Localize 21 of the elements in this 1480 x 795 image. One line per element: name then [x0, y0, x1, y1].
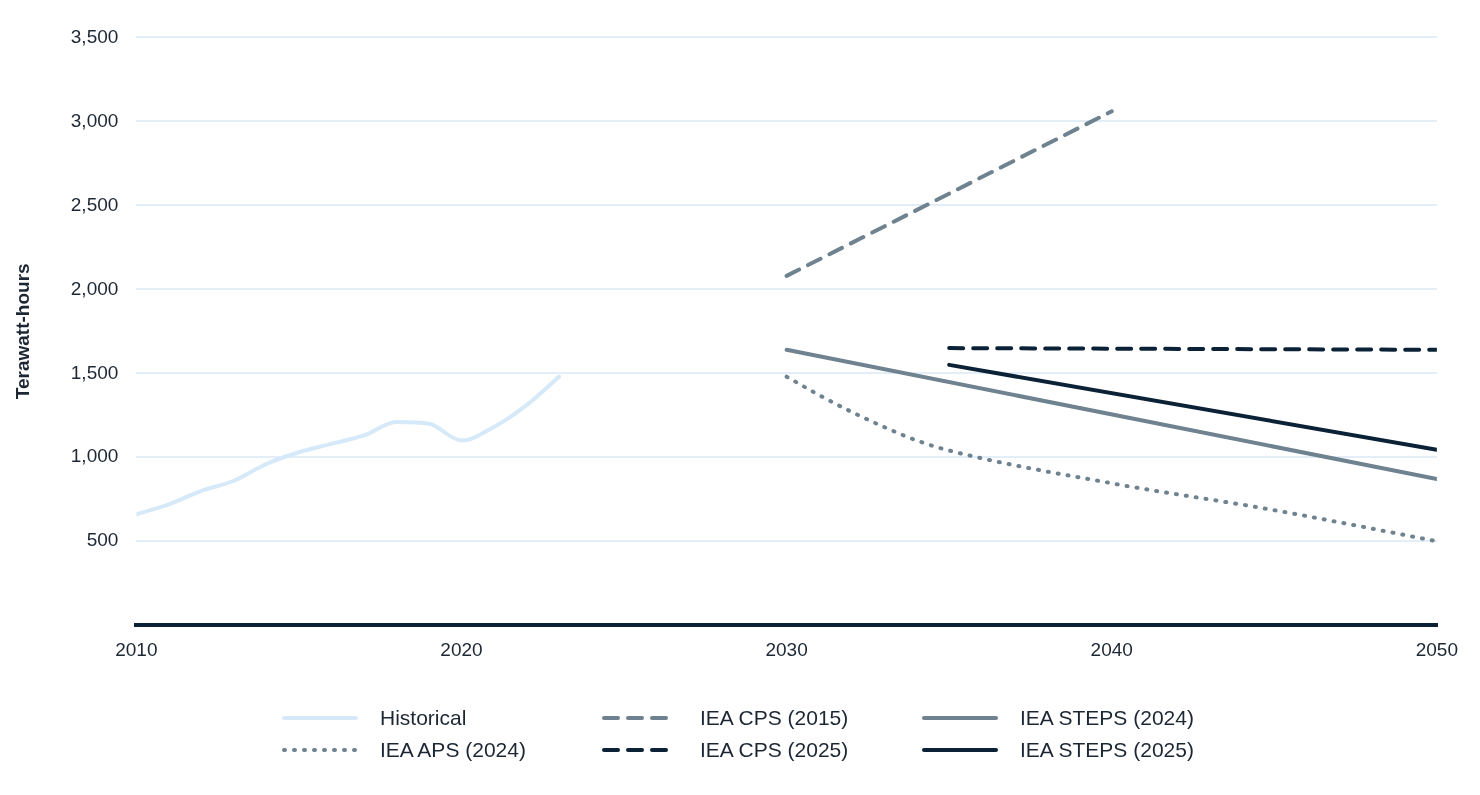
- y-tick-label: 2,500: [70, 193, 119, 215]
- y-axis-title: Terawatt-hours: [11, 263, 33, 400]
- y-tick-label: 3,500: [70, 25, 119, 47]
- legend-label: Historical: [380, 706, 467, 730]
- x-tick-label: 2010: [115, 638, 158, 660]
- x-tick-label: 2040: [1090, 638, 1133, 660]
- line-series: [136, 374, 562, 517]
- legend-label: IEA CPS (2025): [700, 738, 849, 762]
- legend-label: IEA APS (2024): [380, 738, 526, 762]
- x-tick-label: 2020: [440, 638, 483, 660]
- legend-label: IEA STEPS (2024): [1020, 706, 1194, 730]
- y-tick-label: 1,500: [70, 361, 119, 383]
- legend-label: IEA STEPS (2025): [1020, 738, 1194, 762]
- y-tick-label: 3,000: [70, 109, 119, 131]
- x-tick-label: 2050: [1415, 638, 1459, 660]
- x-tick-label: 2030: [765, 638, 808, 660]
- y-tick-label: 500: [86, 529, 119, 551]
- line-series: [784, 374, 1437, 544]
- y-tick-label: 2,000: [70, 277, 119, 299]
- legend-label: IEA CPS (2015): [700, 706, 849, 730]
- y-tick-label: 1,000: [70, 445, 119, 467]
